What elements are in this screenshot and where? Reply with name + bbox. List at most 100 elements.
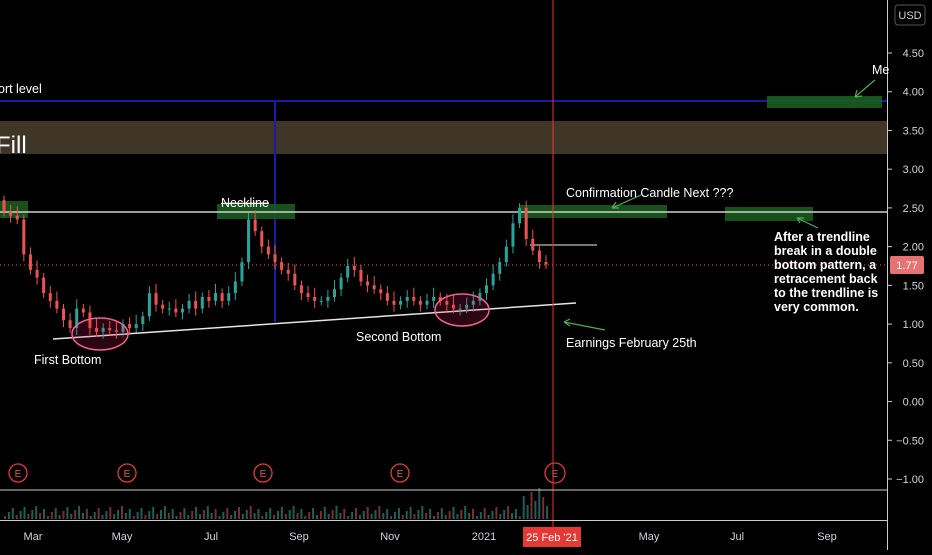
candle[interactable]	[81, 308, 85, 313]
candle[interactable]	[332, 289, 336, 297]
candle[interactable]	[141, 316, 145, 325]
earnings-marker[interactable]: E	[117, 463, 137, 483]
candle[interactable]	[352, 266, 356, 270]
candle[interactable]	[286, 269, 290, 274]
candle[interactable]	[399, 300, 403, 305]
candle[interactable]	[68, 320, 72, 328]
candle[interactable]	[128, 324, 132, 328]
earnings-marker[interactable]: E	[390, 463, 410, 483]
volume-bar	[4, 516, 6, 519]
candle[interactable]	[339, 277, 343, 290]
candle[interactable]	[425, 300, 429, 305]
candle[interactable]	[405, 296, 409, 301]
candle[interactable]	[114, 330, 118, 332]
candle[interactable]	[121, 324, 125, 332]
candle[interactable]	[48, 293, 52, 301]
earnings-markers[interactable]: E E E E E	[8, 462, 566, 484]
candle[interactable]	[22, 219, 26, 255]
candle[interactable]	[61, 308, 65, 321]
candle[interactable]	[280, 262, 284, 270]
earnings-marker[interactable]: E	[544, 462, 566, 484]
candle[interactable]	[75, 308, 79, 328]
candle[interactable]	[319, 300, 323, 302]
candle[interactable]	[273, 254, 277, 263]
candle[interactable]	[260, 231, 264, 247]
candle[interactable]	[491, 273, 495, 286]
candle[interactable]	[326, 296, 330, 301]
candle[interactable]	[445, 300, 449, 305]
candle[interactable]	[167, 308, 171, 310]
candle[interactable]	[498, 262, 502, 274]
candle[interactable]	[240, 262, 244, 282]
candle[interactable]	[253, 219, 257, 232]
candle[interactable]	[524, 207, 528, 239]
candle[interactable]	[511, 223, 515, 247]
currency-button[interactable]	[894, 4, 926, 26]
candle[interactable]	[207, 296, 211, 301]
earnings-marker[interactable]: E	[253, 463, 273, 483]
candle[interactable]	[88, 312, 92, 328]
candle[interactable]	[432, 296, 436, 301]
candles-group[interactable]	[2, 195, 548, 339]
candle[interactable]	[346, 266, 350, 278]
candle[interactable]	[200, 296, 204, 309]
candle[interactable]	[161, 304, 165, 309]
candle[interactable]	[359, 269, 363, 282]
candle[interactable]	[55, 300, 59, 309]
candle[interactable]	[485, 285, 489, 294]
time-axis[interactable]: Mar May Jul Sep Nov 2021 May Jul Sep	[24, 531, 837, 543]
candle[interactable]	[266, 246, 270, 255]
volume-bar	[448, 511, 451, 519]
candle[interactable]	[313, 296, 317, 301]
price-axis[interactable]: 4.50 4.00 3.50 3.00 2.50 2.00 1.50 1.00 0.50 0.00…	[888, 48, 924, 486]
candle[interactable]	[28, 254, 32, 270]
candle[interactable]	[95, 327, 99, 332]
candle[interactable]	[478, 293, 482, 301]
candle[interactable]	[233, 281, 237, 294]
candle[interactable]	[2, 200, 6, 212]
candle[interactable]	[42, 277, 46, 294]
earnings-marker[interactable]: E	[8, 463, 28, 483]
candle[interactable]	[293, 273, 297, 286]
candle[interactable]	[15, 215, 19, 220]
candle[interactable]	[35, 269, 39, 278]
candle[interactable]	[544, 262, 548, 265]
candle[interactable]	[531, 238, 535, 251]
candle[interactable]	[194, 300, 198, 309]
candle[interactable]	[418, 300, 422, 305]
candle[interactable]	[227, 293, 231, 301]
candle[interactable]	[154, 293, 158, 305]
candle[interactable]	[220, 293, 224, 301]
candle[interactable]	[471, 300, 475, 305]
candle[interactable]	[451, 304, 455, 309]
candle[interactable]	[147, 293, 151, 317]
candle[interactable]	[518, 207, 522, 224]
candle[interactable]	[299, 285, 303, 294]
candle[interactable]	[306, 293, 310, 297]
second-bottom-ellipse[interactable]	[434, 293, 490, 327]
candle[interactable]	[366, 281, 370, 286]
candle[interactable]	[108, 327, 112, 331]
candle[interactable]	[458, 308, 462, 310]
candle[interactable]	[134, 324, 138, 328]
candle[interactable]	[412, 296, 416, 301]
candle[interactable]	[537, 250, 541, 263]
candle[interactable]	[385, 293, 389, 301]
candle[interactable]	[174, 308, 178, 313]
candle[interactable]	[187, 300, 191, 309]
candle[interactable]	[247, 219, 251, 263]
candle[interactable]	[392, 300, 396, 305]
candle[interactable]	[379, 289, 383, 294]
candle[interactable]	[180, 308, 184, 313]
trendline[interactable]	[52, 302, 577, 340]
candle[interactable]	[372, 285, 376, 290]
candle[interactable]	[465, 304, 469, 309]
candle[interactable]	[438, 296, 442, 301]
first-bottom-ellipse[interactable]	[71, 317, 129, 351]
candle[interactable]	[9, 211, 13, 216]
candle[interactable]	[214, 293, 218, 301]
candle[interactable]	[504, 246, 508, 263]
candle[interactable]	[101, 327, 105, 332]
